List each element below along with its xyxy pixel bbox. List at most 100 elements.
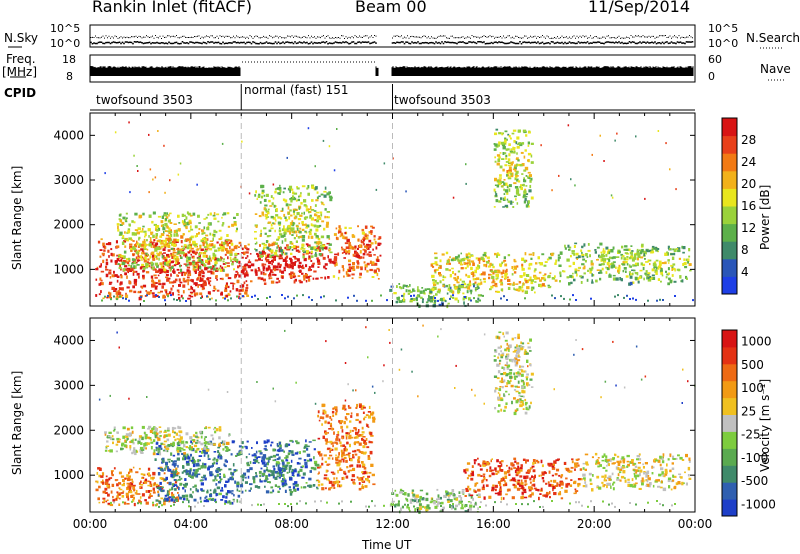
echo-cell xyxy=(157,490,160,494)
echo-cell xyxy=(308,484,312,488)
echo-cell xyxy=(156,453,160,456)
echo-cell xyxy=(189,488,192,491)
echo-cell xyxy=(333,258,338,262)
echo-cell xyxy=(496,154,501,157)
echo-cell xyxy=(281,270,285,274)
echo-cell xyxy=(657,268,660,270)
echo-cell xyxy=(539,284,543,288)
echo-cell xyxy=(279,254,283,257)
echo-cell xyxy=(468,284,472,287)
echo-cell xyxy=(279,246,282,249)
echo-cell xyxy=(551,277,556,280)
echo-cell xyxy=(626,460,630,463)
echo-cell xyxy=(169,231,173,234)
echo-cell xyxy=(162,261,165,265)
echo-cell xyxy=(360,477,364,481)
echo-cell xyxy=(335,436,339,439)
echo-cell xyxy=(372,420,376,423)
echo-cell xyxy=(263,227,267,230)
echo-cell xyxy=(277,192,280,195)
echo-cell xyxy=(170,471,174,474)
echo-cell xyxy=(207,280,212,282)
echo-cell xyxy=(528,279,531,282)
echo-cell xyxy=(282,473,285,477)
echo-cell xyxy=(436,488,439,491)
echo-cell xyxy=(266,235,270,238)
echo-cell xyxy=(192,434,196,437)
echo-cell xyxy=(326,211,330,213)
echo-cell xyxy=(580,275,584,279)
echo-cell xyxy=(612,246,615,250)
echo-cell xyxy=(321,403,325,408)
echo-cell xyxy=(257,462,260,464)
echo-cell xyxy=(357,225,359,228)
echo-cell xyxy=(504,263,508,267)
echo-cell xyxy=(495,285,498,288)
echo-cell xyxy=(286,227,289,231)
echo-cell xyxy=(172,247,176,251)
echo-cell xyxy=(139,266,143,270)
echo-cell xyxy=(537,461,540,464)
echo-cell xyxy=(177,479,181,481)
echo-cell xyxy=(352,269,355,271)
echo-cell xyxy=(236,279,240,284)
echo-cell xyxy=(101,252,105,255)
echo-cell xyxy=(148,191,150,194)
echo-cell xyxy=(199,276,202,280)
echo-cell xyxy=(517,289,521,292)
echo-cell xyxy=(298,270,302,272)
echo-cell xyxy=(337,252,340,256)
echo-cell xyxy=(262,269,265,272)
echo-cell xyxy=(283,213,286,217)
echo-cell xyxy=(171,260,174,264)
echo-cell xyxy=(207,291,211,295)
echo-cell xyxy=(275,453,279,456)
echo-cell xyxy=(322,256,326,260)
echo-cell xyxy=(367,475,371,478)
echo-cell xyxy=(352,450,356,453)
echo-cell xyxy=(126,286,130,289)
echo-cell xyxy=(198,271,202,276)
echo-cell xyxy=(551,484,554,488)
echo-cell xyxy=(682,251,685,254)
echo-cell xyxy=(171,460,173,462)
echo-cell xyxy=(451,489,455,493)
echo-cell xyxy=(324,276,327,280)
echo-cell xyxy=(179,162,182,165)
echo-cell xyxy=(146,261,149,264)
echo-cell xyxy=(158,445,162,448)
echo-cell xyxy=(194,471,198,475)
echo-cell xyxy=(358,464,362,468)
echo-cell xyxy=(158,268,162,272)
echo-cell xyxy=(161,253,164,255)
echo-cell xyxy=(292,191,295,195)
echo-cell xyxy=(315,235,319,238)
echo-cell xyxy=(275,265,279,269)
echo-cell xyxy=(506,148,510,151)
echo-cell xyxy=(547,284,550,287)
echo-cell xyxy=(160,224,163,227)
echo-cell xyxy=(205,234,209,237)
echo-cell xyxy=(488,276,491,280)
echo-cell xyxy=(504,189,509,193)
echo-cell xyxy=(343,257,346,259)
echo-cell xyxy=(514,266,517,270)
echo-cell xyxy=(137,290,140,294)
echo-cell xyxy=(254,213,258,215)
echo-cell xyxy=(303,257,307,262)
echo-cell xyxy=(176,479,178,482)
echo-cell xyxy=(225,496,228,499)
echo-cell xyxy=(173,298,175,301)
echo-cell xyxy=(492,279,495,283)
echo-cell xyxy=(222,241,226,246)
echo-cell xyxy=(309,458,313,462)
echo-cell xyxy=(107,242,112,246)
echo-cell xyxy=(149,241,153,244)
echo-cell xyxy=(122,259,126,263)
echo-cell xyxy=(169,212,172,215)
echo-cell xyxy=(313,456,315,460)
echo-cell xyxy=(464,267,467,270)
echo-cell xyxy=(326,463,330,466)
echo-cell xyxy=(678,257,681,260)
echo-cell xyxy=(258,215,262,218)
